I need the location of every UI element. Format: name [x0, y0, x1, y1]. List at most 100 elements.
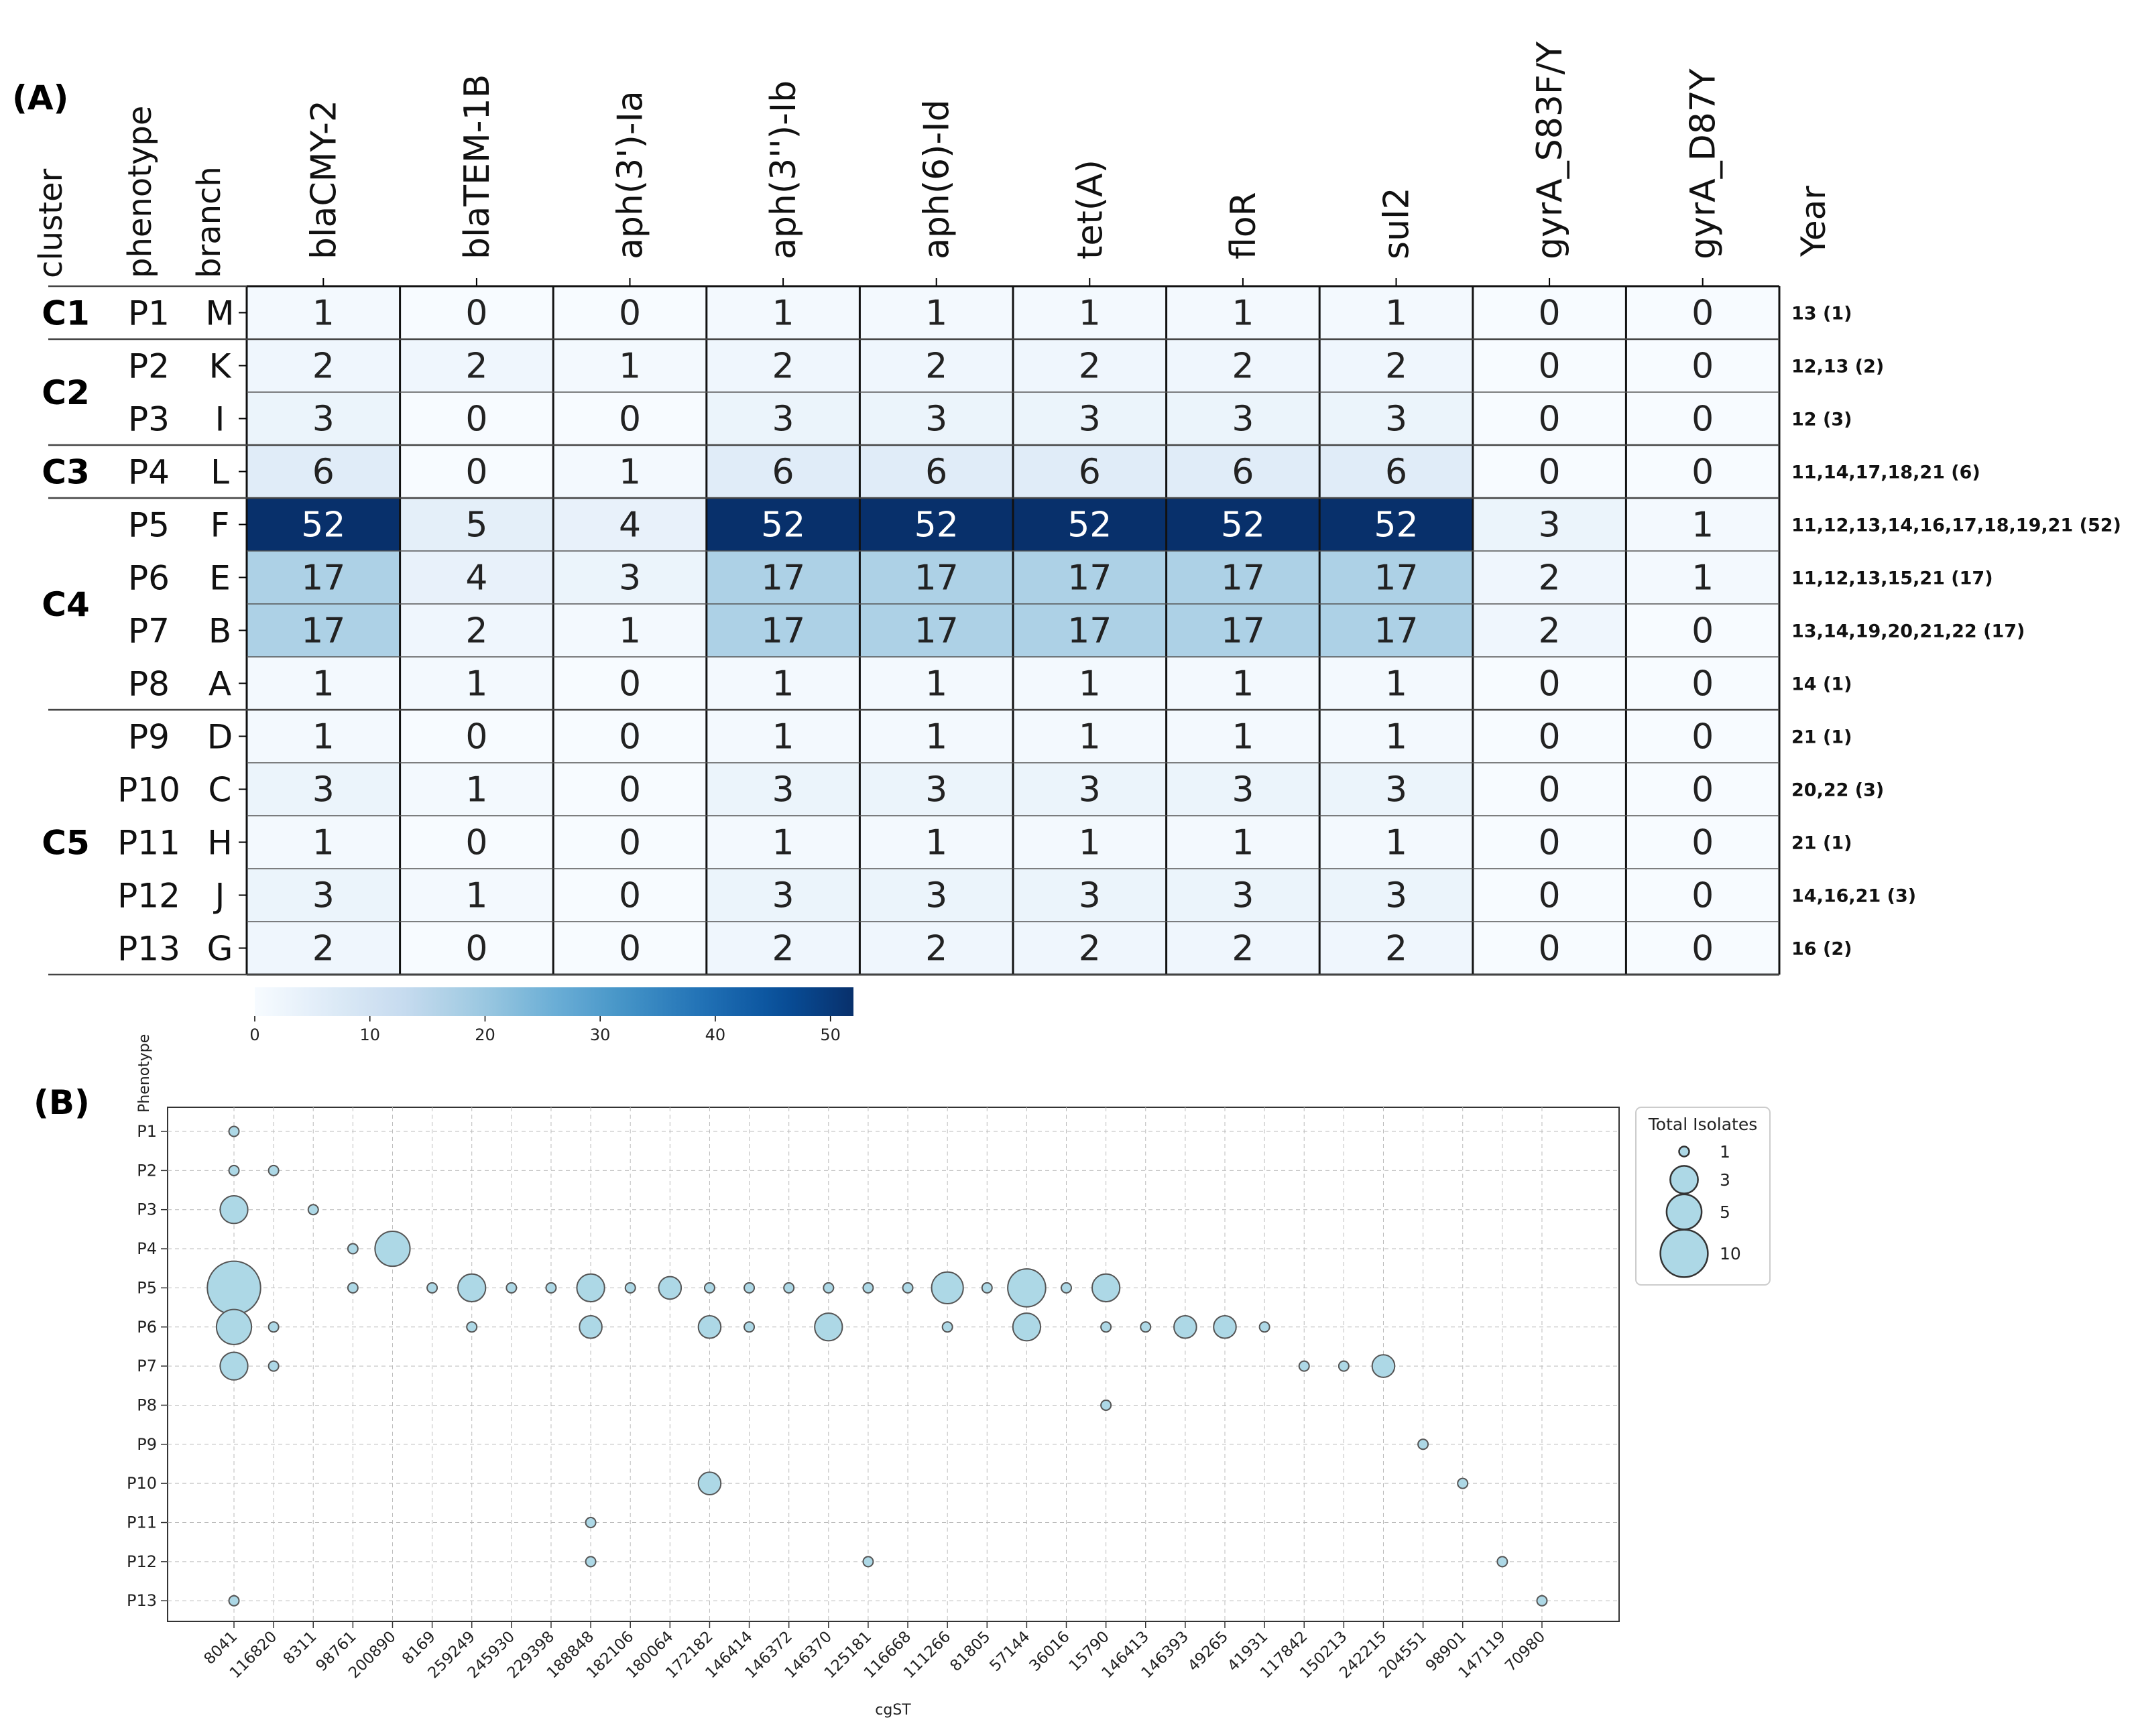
- bubble-point: [1213, 1314, 1237, 1339]
- bubble-point: [697, 1471, 722, 1495]
- bubble-point: [347, 1282, 359, 1294]
- heatmap-value: 0: [1691, 770, 1714, 810]
- heatmap-value: 6: [1079, 452, 1101, 493]
- year-label: 11,12,13,14,16,17,18,19,21 (52): [1791, 515, 2121, 536]
- heatmap-value: 17: [914, 611, 959, 652]
- bubble-point: [219, 1351, 249, 1381]
- heatmap-cell: [1625, 286, 1780, 340]
- heatmap-cell: [1625, 338, 1780, 393]
- heatmap-value: 0: [619, 876, 641, 916]
- bubble-point: [658, 1276, 682, 1300]
- legend-bubble: [1665, 1193, 1703, 1231]
- bubble-point: [268, 1360, 280, 1372]
- heatmap-value: 2: [1232, 929, 1254, 969]
- column-header: aph(3'')-Ib: [764, 80, 804, 259]
- bubble-point: [697, 1314, 722, 1339]
- y-axis-label: Phenotype: [136, 1034, 153, 1113]
- heatmap-value: 1: [312, 823, 335, 863]
- heatmap-value: 3: [619, 558, 641, 599]
- heatmap-value: 1: [465, 770, 487, 810]
- heatmap-cell: [400, 497, 554, 552]
- heatmap-cell: [1625, 868, 1780, 922]
- heatmap-value: 1: [1079, 717, 1101, 757]
- heatmap-cell: [1012, 550, 1167, 605]
- heatmap-value: 0: [619, 664, 641, 704]
- heatmap-value: 2: [1232, 347, 1254, 387]
- legend-title: Total Isolates: [1648, 1115, 1758, 1134]
- heatmap-cell: [1472, 550, 1626, 605]
- y-tick-label: P11: [127, 1513, 157, 1532]
- branch-label: H: [207, 824, 233, 863]
- heatmap-value: 1: [465, 664, 487, 704]
- heatmap-cell: [1166, 762, 1320, 816]
- header-cluster: cluster: [32, 168, 70, 278]
- heatmap-value: 52: [301, 505, 345, 546]
- colorbar-tick-label: 20: [475, 1026, 495, 1044]
- column-header: gyrA_D87Y: [1683, 68, 1724, 259]
- colorbar-tick-label: 50: [820, 1026, 841, 1044]
- heatmap-value: 0: [619, 399, 641, 440]
- legend-label: 3: [1720, 1170, 1730, 1190]
- bubble-point: [228, 1164, 240, 1176]
- heatmap-cell: [1472, 656, 1626, 710]
- bubble-point: [931, 1271, 964, 1305]
- heatmap-value: 0: [465, 823, 487, 863]
- heatmap-value: 0: [1539, 294, 1561, 334]
- panel-b-label: (B): [34, 1083, 90, 1122]
- heatmap-value: 4: [465, 558, 487, 599]
- cluster-label: C1: [42, 294, 89, 333]
- heatmap-value: 3: [1539, 505, 1561, 546]
- heatmap-value: 0: [619, 294, 641, 334]
- heatmap-cell: [1319, 391, 1474, 446]
- heatmap-value: 6: [1385, 452, 1407, 493]
- heatmap-value: 0: [1539, 717, 1561, 757]
- bubble-point: [228, 1125, 240, 1137]
- heatmap-value: 0: [465, 399, 487, 440]
- bubble-point: [347, 1243, 359, 1255]
- branch-label: J: [213, 877, 225, 916]
- colorbar-tick-label: 30: [590, 1026, 611, 1044]
- heatmap-value: 52: [1067, 505, 1112, 546]
- heatmap-value: 1: [619, 452, 641, 493]
- x-tick-label: 70980: [1502, 1628, 1549, 1675]
- branch-label: A: [209, 665, 231, 704]
- heatmap-value: 0: [1691, 876, 1714, 916]
- heatmap-value: 2: [1385, 929, 1407, 969]
- bubble-point: [466, 1321, 478, 1333]
- heatmap-cell: [246, 762, 401, 816]
- heatmap-value: 0: [1539, 929, 1561, 969]
- heatmap-cell: [1472, 603, 1626, 658]
- heatmap-value: 5: [465, 505, 487, 546]
- bubble-point: [1173, 1314, 1197, 1339]
- heatmap-value: 3: [312, 770, 335, 810]
- heatmap-value: 1: [1691, 558, 1714, 599]
- heatmap-value: 1: [772, 294, 794, 334]
- heatmap-cell: [1319, 286, 1474, 340]
- heatmap-cell: [400, 656, 554, 710]
- colorbar-tick-label: 40: [705, 1026, 726, 1044]
- legend-label: 10: [1720, 1244, 1741, 1263]
- heatmap-value: 2: [925, 347, 947, 387]
- heatmap-cell: [246, 550, 401, 605]
- legend-bubble: [1678, 1145, 1690, 1158]
- heatmap-value: 0: [1539, 823, 1561, 863]
- heatmap-cell: [1012, 286, 1167, 340]
- heatmap-value: 2: [772, 347, 794, 387]
- colorbar-gradient: [255, 987, 853, 1016]
- bubble-point: [585, 1517, 597, 1528]
- heatmap-cell: [706, 868, 860, 922]
- y-tick-label: P8: [137, 1396, 157, 1414]
- heatmap-value: 3: [925, 399, 947, 440]
- heatmap-cell: [1319, 656, 1474, 710]
- heatmap-value: 0: [619, 770, 641, 810]
- x-tick-label: 57144: [987, 1628, 1034, 1675]
- heatmap-cell: [1012, 338, 1167, 393]
- heatmap-cell: [1472, 338, 1626, 393]
- heatmap-value: 3: [1232, 876, 1254, 916]
- heatmap-value: 0: [465, 929, 487, 969]
- heatmap-value: 0: [1691, 452, 1714, 493]
- heatmap-cell: [1012, 603, 1167, 658]
- heatmap-value: 1: [925, 717, 947, 757]
- panel-a-heatmap: (A) cluster phenotype branch blaCMY-2 blaTEM…: [12, 42, 2121, 976]
- header-phenotype: phenotype: [121, 106, 159, 278]
